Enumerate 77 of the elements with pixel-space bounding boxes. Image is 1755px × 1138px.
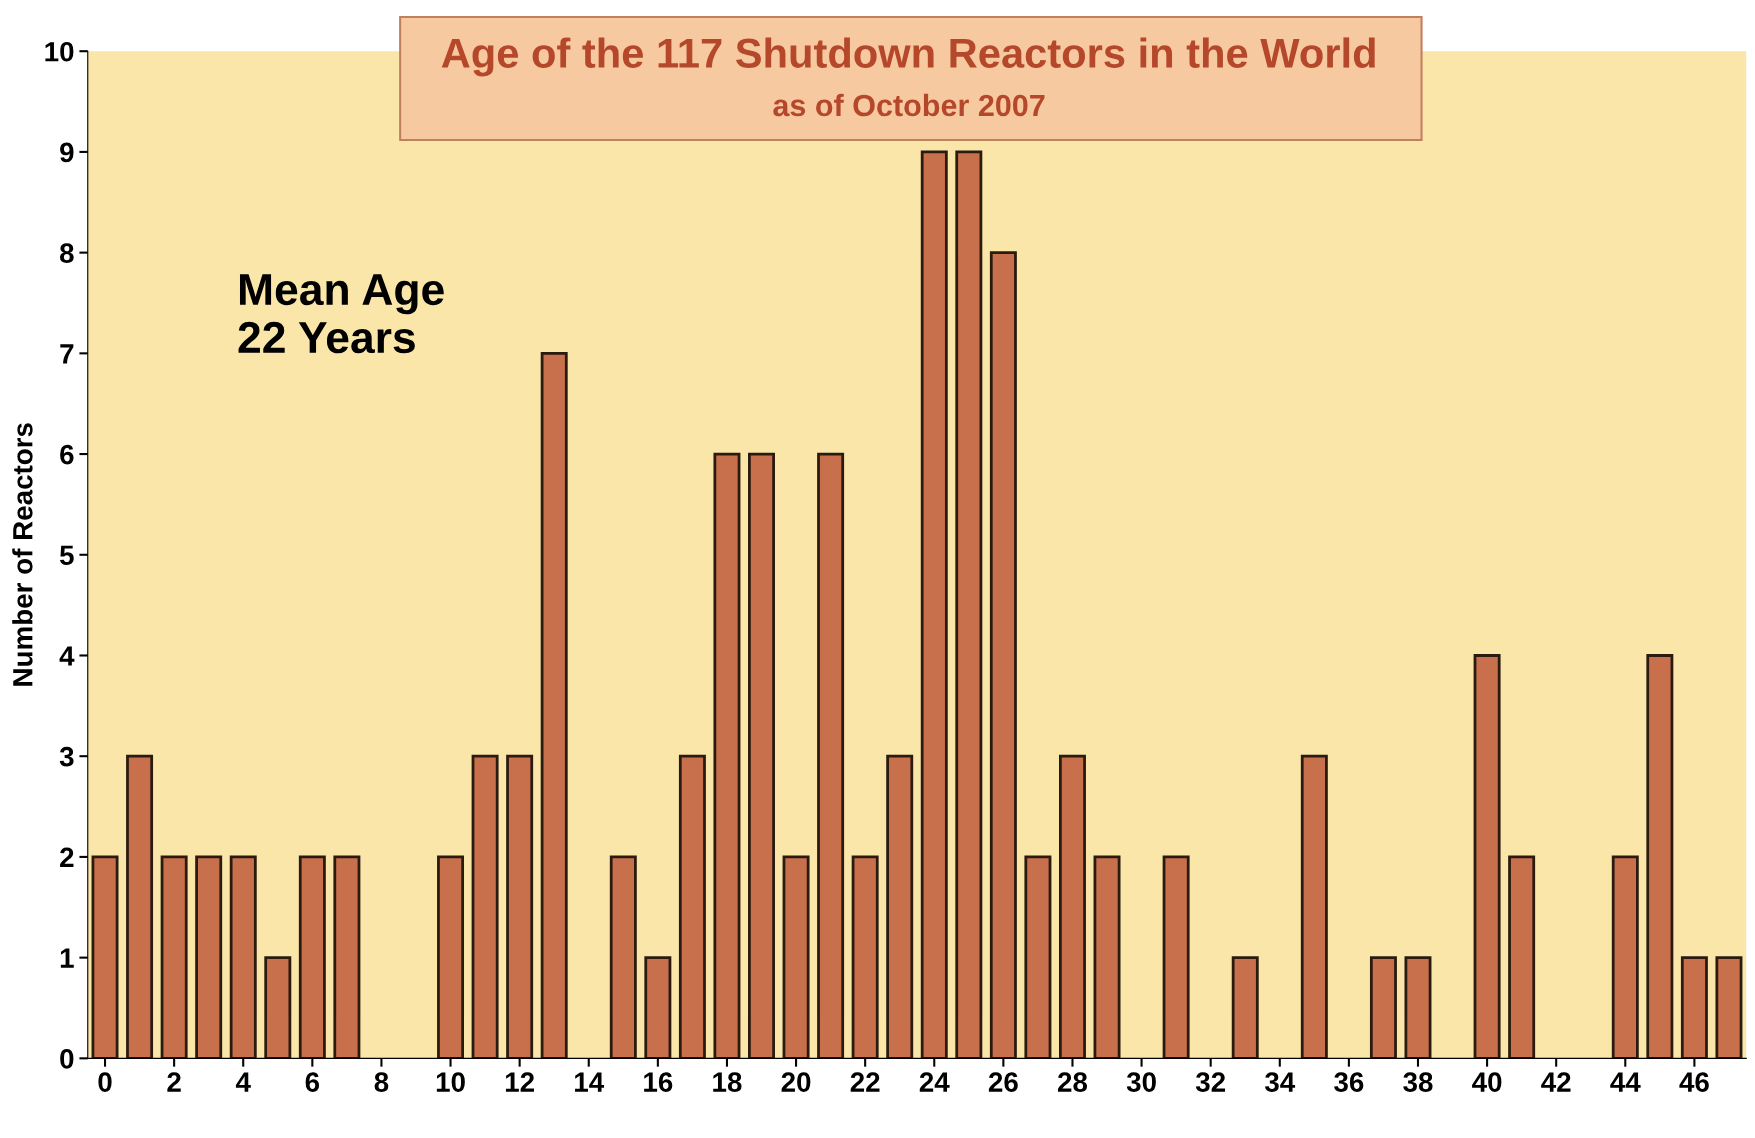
- x-tick-label: 10: [436, 1072, 465, 1092]
- x-tick-label: 14: [575, 1072, 605, 1092]
- bar: [678, 754, 706, 1059]
- bar: [333, 855, 361, 1059]
- bar: [1093, 855, 1121, 1059]
- x-tick-label: 16: [644, 1072, 673, 1092]
- bar: [1473, 654, 1501, 1059]
- x-tick-label: 4: [235, 1072, 251, 1092]
- y-tick-label: 10: [45, 41, 74, 62]
- bar: [506, 754, 534, 1059]
- bar: [1646, 654, 1674, 1059]
- bar: [1680, 956, 1708, 1059]
- y-tick-label: 9: [60, 142, 74, 163]
- x-tick-label: 6: [305, 1072, 320, 1092]
- bar: [1715, 956, 1743, 1059]
- bar: [229, 855, 257, 1059]
- bar: [782, 855, 810, 1059]
- x-tick-label: 0: [98, 1072, 112, 1092]
- bar: [1024, 855, 1052, 1059]
- x-tick-label: 38: [1403, 1072, 1433, 1092]
- x-tick-label: 26: [988, 1072, 1018, 1092]
- y-tick-label: 1: [60, 948, 74, 968]
- bar: [1369, 956, 1397, 1059]
- bar: [195, 855, 223, 1059]
- x-tick-label: 22: [850, 1072, 880, 1092]
- text: as of October 2007: [773, 93, 1045, 117]
- x-tick-label: 30: [1126, 1072, 1156, 1092]
- x-tick-label: 44: [1610, 1072, 1641, 1092]
- bar: [955, 150, 983, 1059]
- y-tick-label: 3: [59, 746, 74, 767]
- x-tick-label: 32: [1195, 1072, 1226, 1092]
- bar: [817, 452, 845, 1059]
- bar: [886, 754, 914, 1059]
- x-tick-label: 24: [919, 1072, 950, 1092]
- bar: [989, 251, 1017, 1059]
- annotation: Mean Age 22 Years: [238, 274, 444, 354]
- bar: [1404, 956, 1432, 1059]
- y-tick-label: 2: [60, 847, 74, 867]
- bar: [713, 452, 741, 1059]
- bar: [264, 956, 292, 1059]
- bar: [1162, 855, 1190, 1059]
- bar: [160, 855, 188, 1059]
- x-tick-label: 2: [167, 1072, 181, 1092]
- bar: [609, 855, 637, 1059]
- bar: [1058, 754, 1086, 1059]
- y-axis-title: Number of Reactors: [12, 423, 33, 686]
- bar: [1300, 754, 1328, 1059]
- bar: [1508, 855, 1536, 1059]
- x-tick-label: 8: [374, 1072, 389, 1092]
- x-tick-label: 36: [1334, 1072, 1364, 1092]
- x-tick-label: 28: [1057, 1072, 1088, 1092]
- chart-title: Age of the 117 Shutdown Reactors in the World: [441, 37, 1375, 77]
- y-tick-label: 8: [59, 243, 74, 263]
- y-tick-label: 7: [60, 344, 74, 364]
- y-tick-label: 5: [59, 545, 74, 566]
- x-tick-label: 34: [1264, 1072, 1296, 1092]
- x-tick-label: 12: [505, 1072, 534, 1092]
- bar: [748, 452, 775, 1059]
- y-tick-label: 4: [59, 646, 75, 666]
- bar: [1611, 855, 1639, 1059]
- bar: [644, 956, 672, 1059]
- x-tick-label: 40: [1472, 1072, 1502, 1092]
- bar: [920, 150, 948, 1059]
- bar: [91, 855, 119, 1059]
- y-tick-label: 0: [60, 1049, 74, 1069]
- x-tick-label: 42: [1541, 1072, 1571, 1092]
- x-tick-label: 46: [1679, 1072, 1709, 1092]
- bar: [540, 351, 568, 1059]
- x-tick-label: 18: [713, 1072, 742, 1092]
- bar: [851, 855, 879, 1059]
- y-tick-label: 6: [60, 444, 74, 465]
- bar: [1231, 956, 1259, 1059]
- bar: [437, 855, 465, 1059]
- bar: [126, 754, 154, 1059]
- bar: [298, 855, 326, 1059]
- bar: [471, 754, 499, 1059]
- x-tick-label: 20: [781, 1072, 811, 1092]
